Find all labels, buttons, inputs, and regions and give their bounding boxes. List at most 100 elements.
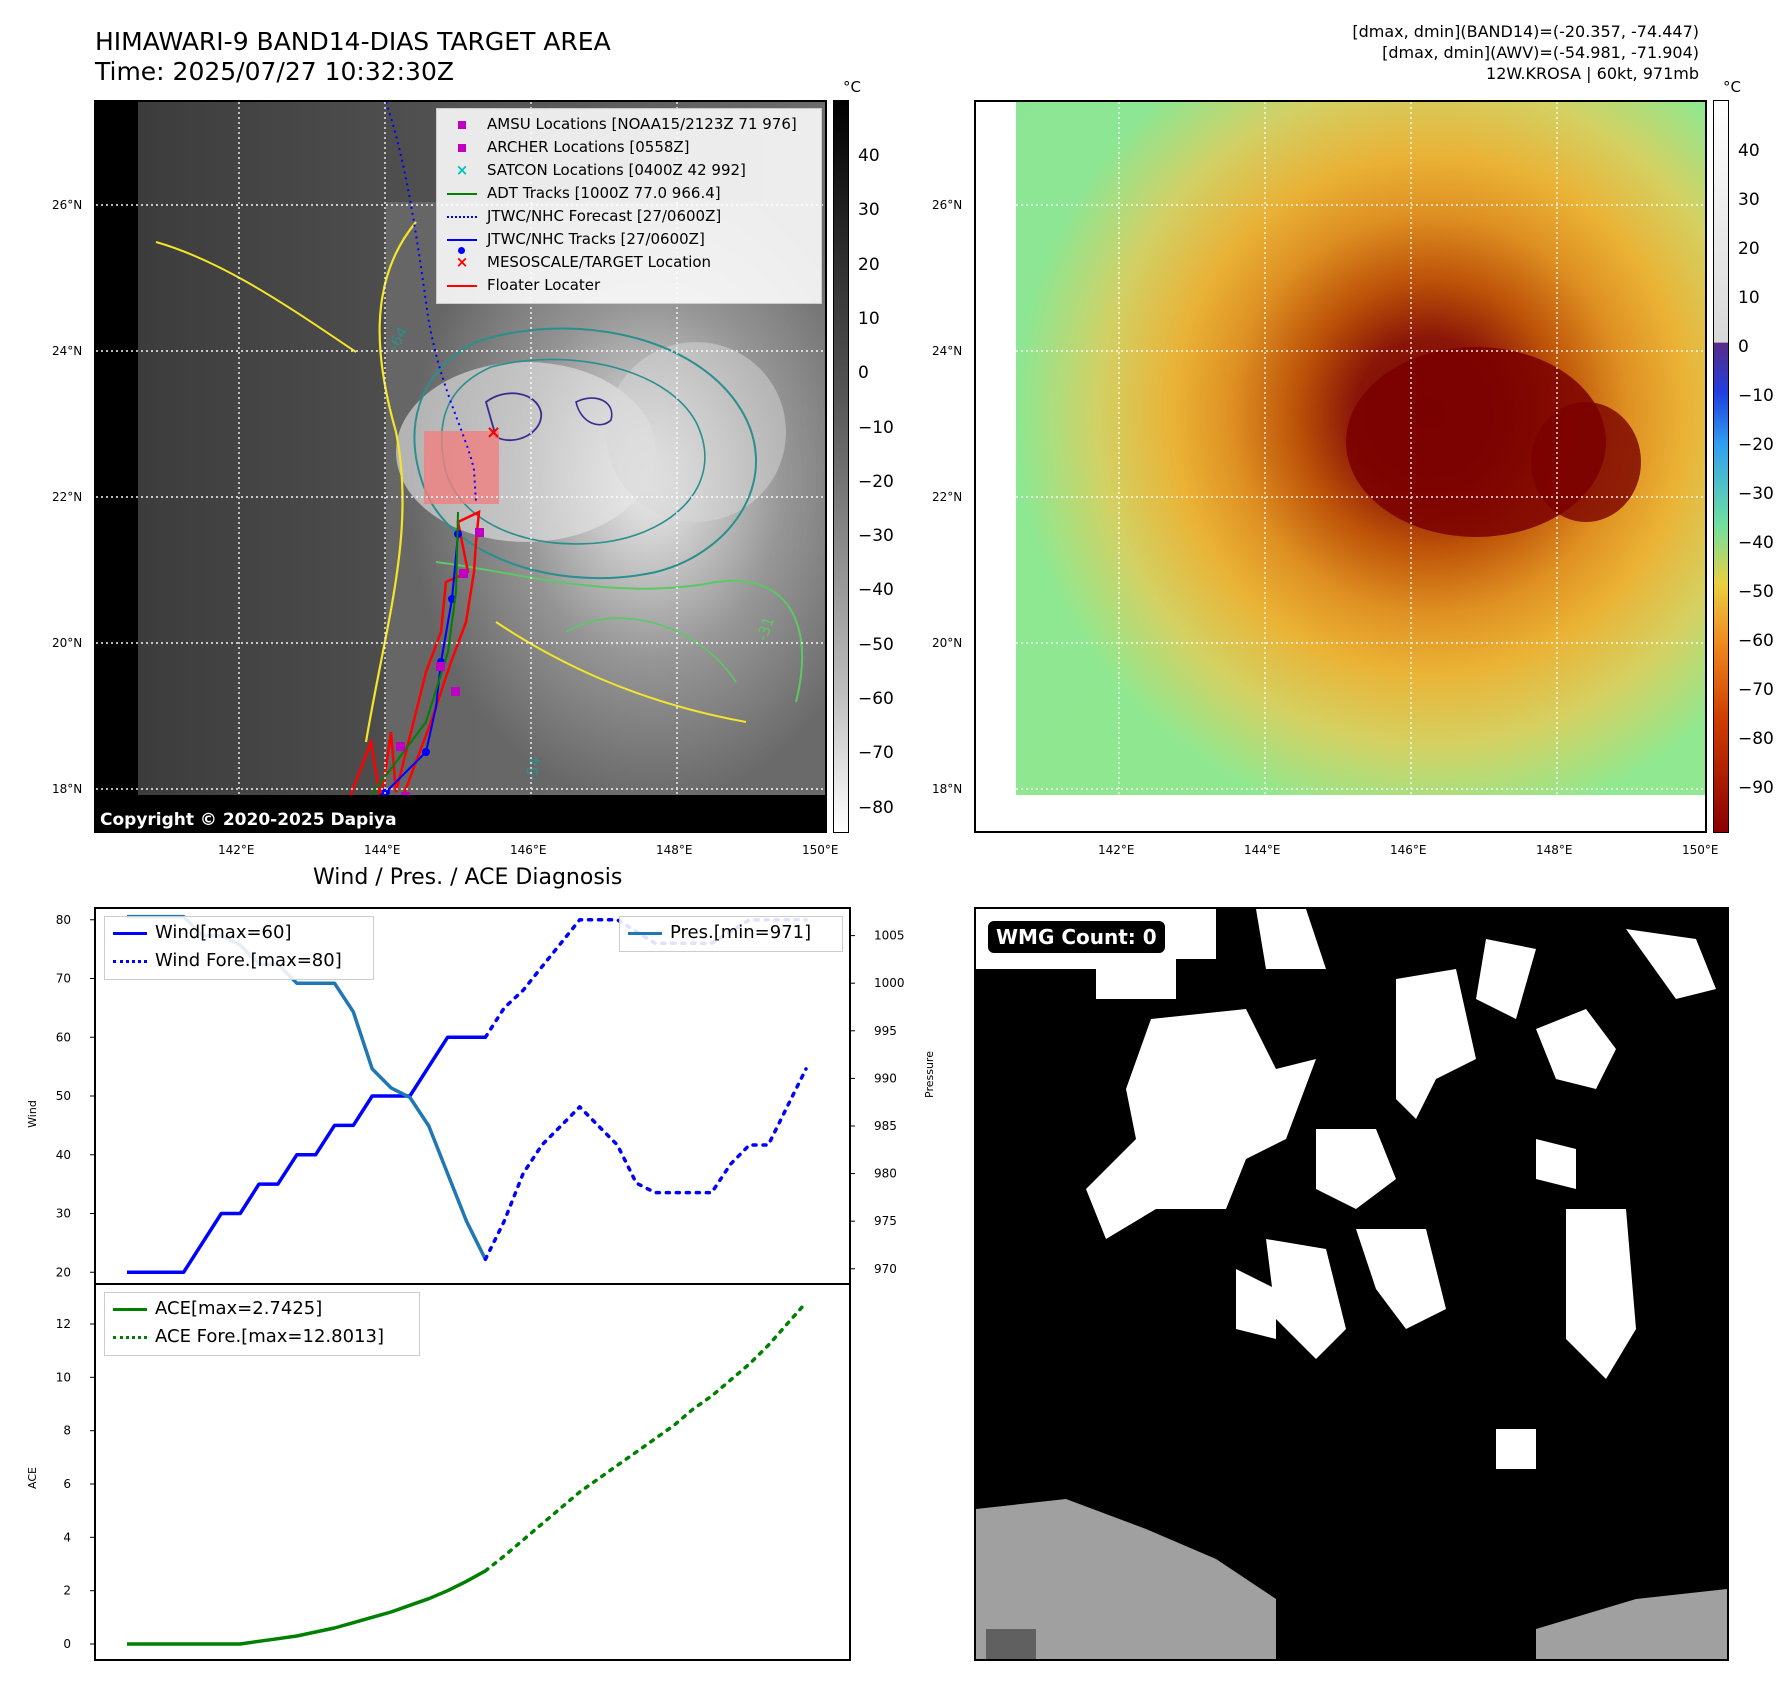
adt-track [365, 511, 459, 803]
ace-series-line-0 [127, 1569, 487, 1646]
info-storm: 12W.KROSA | 60kt, 971mb [1486, 64, 1699, 83]
legend-item-jtwc: JTWC/NHC Tracks [27/0600Z] [445, 228, 813, 254]
dotted-line-icon [445, 215, 479, 218]
wmg-panel: WMG Count: 0 [974, 907, 1729, 1661]
lat-label: 26°N [932, 198, 963, 212]
pressure-legend: Pres.[min=971] [619, 916, 843, 952]
legend-item-ace: ACE[max=2.7425] [113, 1295, 411, 1323]
target-box [424, 431, 499, 504]
pressure-y-tick-label: 970 [874, 1262, 897, 1276]
lon-label: 144°E [1244, 843, 1281, 857]
pressure-y-tick-label: 990 [874, 1071, 897, 1085]
colorbar-tick-label: 20 [858, 254, 880, 275]
ace-y-tick-label: 2 [63, 1584, 71, 1598]
colorbar-tick-label: 40 [858, 146, 880, 166]
wind-y-tick-label: 20 [56, 1265, 71, 1279]
awv-colorbar [1713, 100, 1729, 833]
target-marker: × [486, 422, 501, 443]
wind-y-tick-label: 40 [56, 1148, 71, 1162]
colorbar-tick-label: −20 [1738, 435, 1774, 455]
line-with-dot-icon [445, 238, 479, 254]
colorbar-tick-label: 30 [858, 200, 880, 221]
pressure-y-tick-label: 980 [874, 1167, 897, 1181]
colorbar-tick-label: −30 [1738, 484, 1774, 504]
pressure-y-tick-label: 975 [874, 1214, 897, 1228]
info-awv: [dmax, dmin](AWV)=(-54.981, -71.904) [1382, 43, 1699, 62]
ir-colorbar [833, 100, 849, 833]
square-marker-icon [445, 120, 479, 129]
diagnosis-title: Wind / Pres. / ACE Diagnosis [313, 865, 623, 890]
ir-map-panel: -64 -31 -54 × [94, 100, 827, 833]
ace-series-line-1 [483, 1300, 808, 1573]
chart-title: HIMAWARI-9 BAND14-DIAS TARGET AREA [95, 27, 611, 56]
lon-label: 146°E [510, 843, 547, 857]
lat-label: 18°N [52, 782, 83, 796]
lat-label: 22°N [932, 490, 963, 504]
pressure-y-tick-label: 995 [874, 1024, 897, 1038]
lat-label: 24°N [52, 344, 83, 358]
pressure-y-tick-label: 1000 [874, 976, 905, 990]
colorbar-tick-label: −40 [858, 580, 894, 601]
ace-y-tick-label: 0 [63, 1637, 71, 1651]
colorbar-tick-label: −40 [1738, 533, 1774, 553]
map-legend: AMSU Locations [NOAA15/2123Z 71 976] ARC… [436, 108, 822, 304]
wind-y-tick-label: 60 [56, 1030, 71, 1044]
legend-item-adt: ADT Tracks [1000Z 77.0 966.4] [445, 182, 813, 205]
timestamp: Time: 2025/07/27 10:32:30Z [95, 57, 454, 86]
awv-map-svg [976, 102, 1705, 831]
lat-label: 24°N [932, 344, 963, 358]
colorbar-unit: °C [1723, 78, 1741, 96]
info-band14: [dmax, dmin](BAND14)=(-20.357, -74.447) [1352, 22, 1699, 41]
solid-line-icon [628, 931, 662, 935]
colorbar-tick-label: −50 [1738, 582, 1774, 602]
legend-item-target: × MESOSCALE/TARGET Location [445, 251, 813, 274]
wmg-image [976, 909, 1727, 1659]
wind-axis-label: Wind [26, 1100, 39, 1128]
dotted-line-icon [113, 959, 147, 963]
ace-y-tick-label: 8 [63, 1424, 71, 1438]
legend-item-wind: Wind[max=60] [113, 919, 365, 947]
legend-item-forecast: JTWC/NHC Forecast [27/0600Z] [445, 205, 813, 228]
lon-label: 148°E [1536, 843, 1573, 857]
colorbar-tick-label: −20 [858, 471, 894, 492]
legend-item-archer: ARCHER Locations [0558Z] [445, 136, 813, 159]
series-line-3 [483, 1067, 808, 1262]
pressure-y-tick-label: 1005 [874, 929, 905, 943]
wind-y-tick-label: 30 [56, 1207, 71, 1221]
colorbar-tick-label: 40 [1738, 141, 1760, 161]
colorbar-tick-label: −60 [1738, 631, 1774, 651]
x-marker-icon: × [455, 253, 469, 271]
legend-item-amsu: AMSU Locations [NOAA15/2123Z 71 976] [445, 113, 813, 136]
ace-y-tick-label: 6 [63, 1477, 71, 1491]
series-line-0 [127, 1035, 486, 1275]
lat-label: 22°N [52, 490, 83, 504]
lon-label: 150°E [802, 843, 839, 857]
colorbar-tick-label: −10 [858, 417, 894, 438]
colorbar-tick-label: −60 [858, 689, 894, 709]
colorbar-tick-label: 0 [858, 363, 869, 384]
awv-map-panel [974, 100, 1707, 833]
wind-y-tick-label: 50 [56, 1089, 71, 1103]
forecast-track [385, 102, 477, 503]
solid-line-icon [445, 192, 479, 195]
legend-item-ace-fore: ACE Fore.[max=12.8013] [113, 1323, 411, 1351]
lat-label: 18°N [932, 782, 963, 796]
lon-label: 142°E [218, 843, 255, 857]
colorbar-tick-label: 20 [1738, 239, 1760, 259]
colorbar-tick-label: −70 [1738, 680, 1774, 700]
lon-label: 150°E [1682, 843, 1719, 857]
contour-label: -54 [522, 755, 544, 782]
ace-y-tick-label: 10 [56, 1370, 71, 1384]
legend-item-wind-fore: Wind Fore.[max=80] [113, 947, 365, 975]
lon-label: 144°E [364, 843, 401, 857]
solid-line-icon [113, 931, 147, 935]
ace-y-tick-label: 4 [63, 1530, 71, 1544]
colorbar-tick-label: 10 [858, 308, 880, 329]
colorbar-tick-label: 0 [1738, 337, 1749, 357]
solid-line-icon [113, 1307, 147, 1311]
colorbar-tick-label: −50 [858, 634, 894, 655]
colorbar-tick-label: −80 [858, 797, 894, 818]
colorbar-unit: °C [843, 78, 861, 96]
lat-label: 26°N [52, 198, 83, 212]
lat-label: 20°N [52, 636, 83, 650]
